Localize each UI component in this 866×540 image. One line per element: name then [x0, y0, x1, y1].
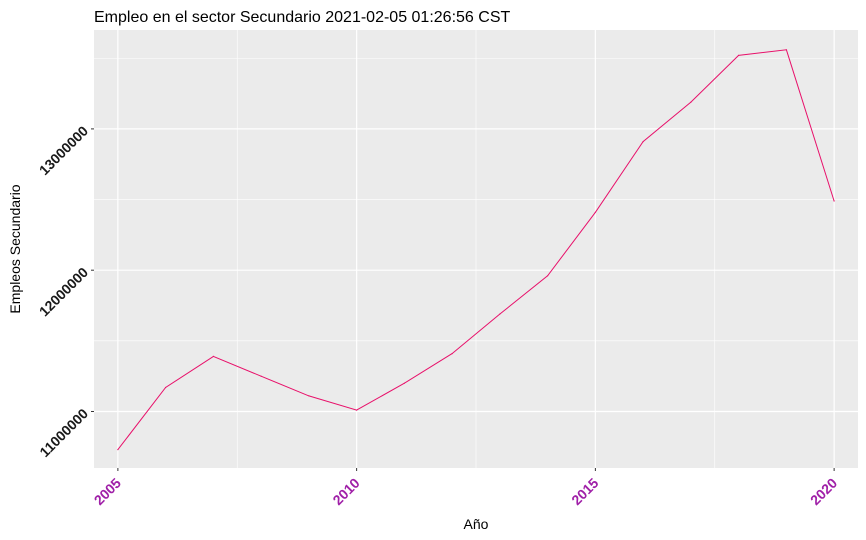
data-point-2009 [308, 395, 310, 397]
data-point-2011 [403, 382, 405, 384]
series-line [117, 49, 835, 450]
x-tick-label: 2010 [329, 475, 362, 508]
data-point-2007 [212, 355, 214, 357]
y-axis-ticks: 11000000 12000000 13000000 [36, 123, 94, 460]
y-tick-label: 11000000 [36, 405, 91, 460]
chart-title: Empleo en el sector Secundario 2021-02-0… [94, 9, 510, 26]
y-tick-label: 12000000 [36, 264, 92, 320]
x-axis-ticks: 2005 2010 2015 2020 [91, 468, 840, 508]
data-point-2006 [165, 386, 167, 389]
x-tick-label: 2020 [807, 475, 840, 508]
data-point-2013 [499, 313, 501, 315]
minor-gridlines [94, 30, 858, 468]
x-tick-label: 2005 [91, 475, 124, 508]
y-tick-label: 13000000 [36, 123, 92, 179]
data-point-2017 [690, 101, 692, 103]
x-axis-title: Año [464, 516, 489, 532]
major-gridlines [94, 30, 858, 468]
data-point-2015 [594, 211, 597, 213]
y-axis-title: Empleos Secundario [7, 184, 23, 313]
data-point-2020 [833, 200, 835, 202]
data-point-2008 [260, 375, 262, 377]
x-tick-label: 2015 [568, 475, 601, 508]
data-point-2019 [785, 49, 788, 51]
data-point-2016 [642, 141, 644, 143]
data-point-2018 [738, 54, 740, 57]
data-point-2012 [451, 353, 453, 355]
data-point-2005 [117, 449, 119, 451]
data-point-2014 [547, 275, 549, 277]
data-point-2010 [356, 409, 358, 411]
data-points [117, 49, 835, 451]
